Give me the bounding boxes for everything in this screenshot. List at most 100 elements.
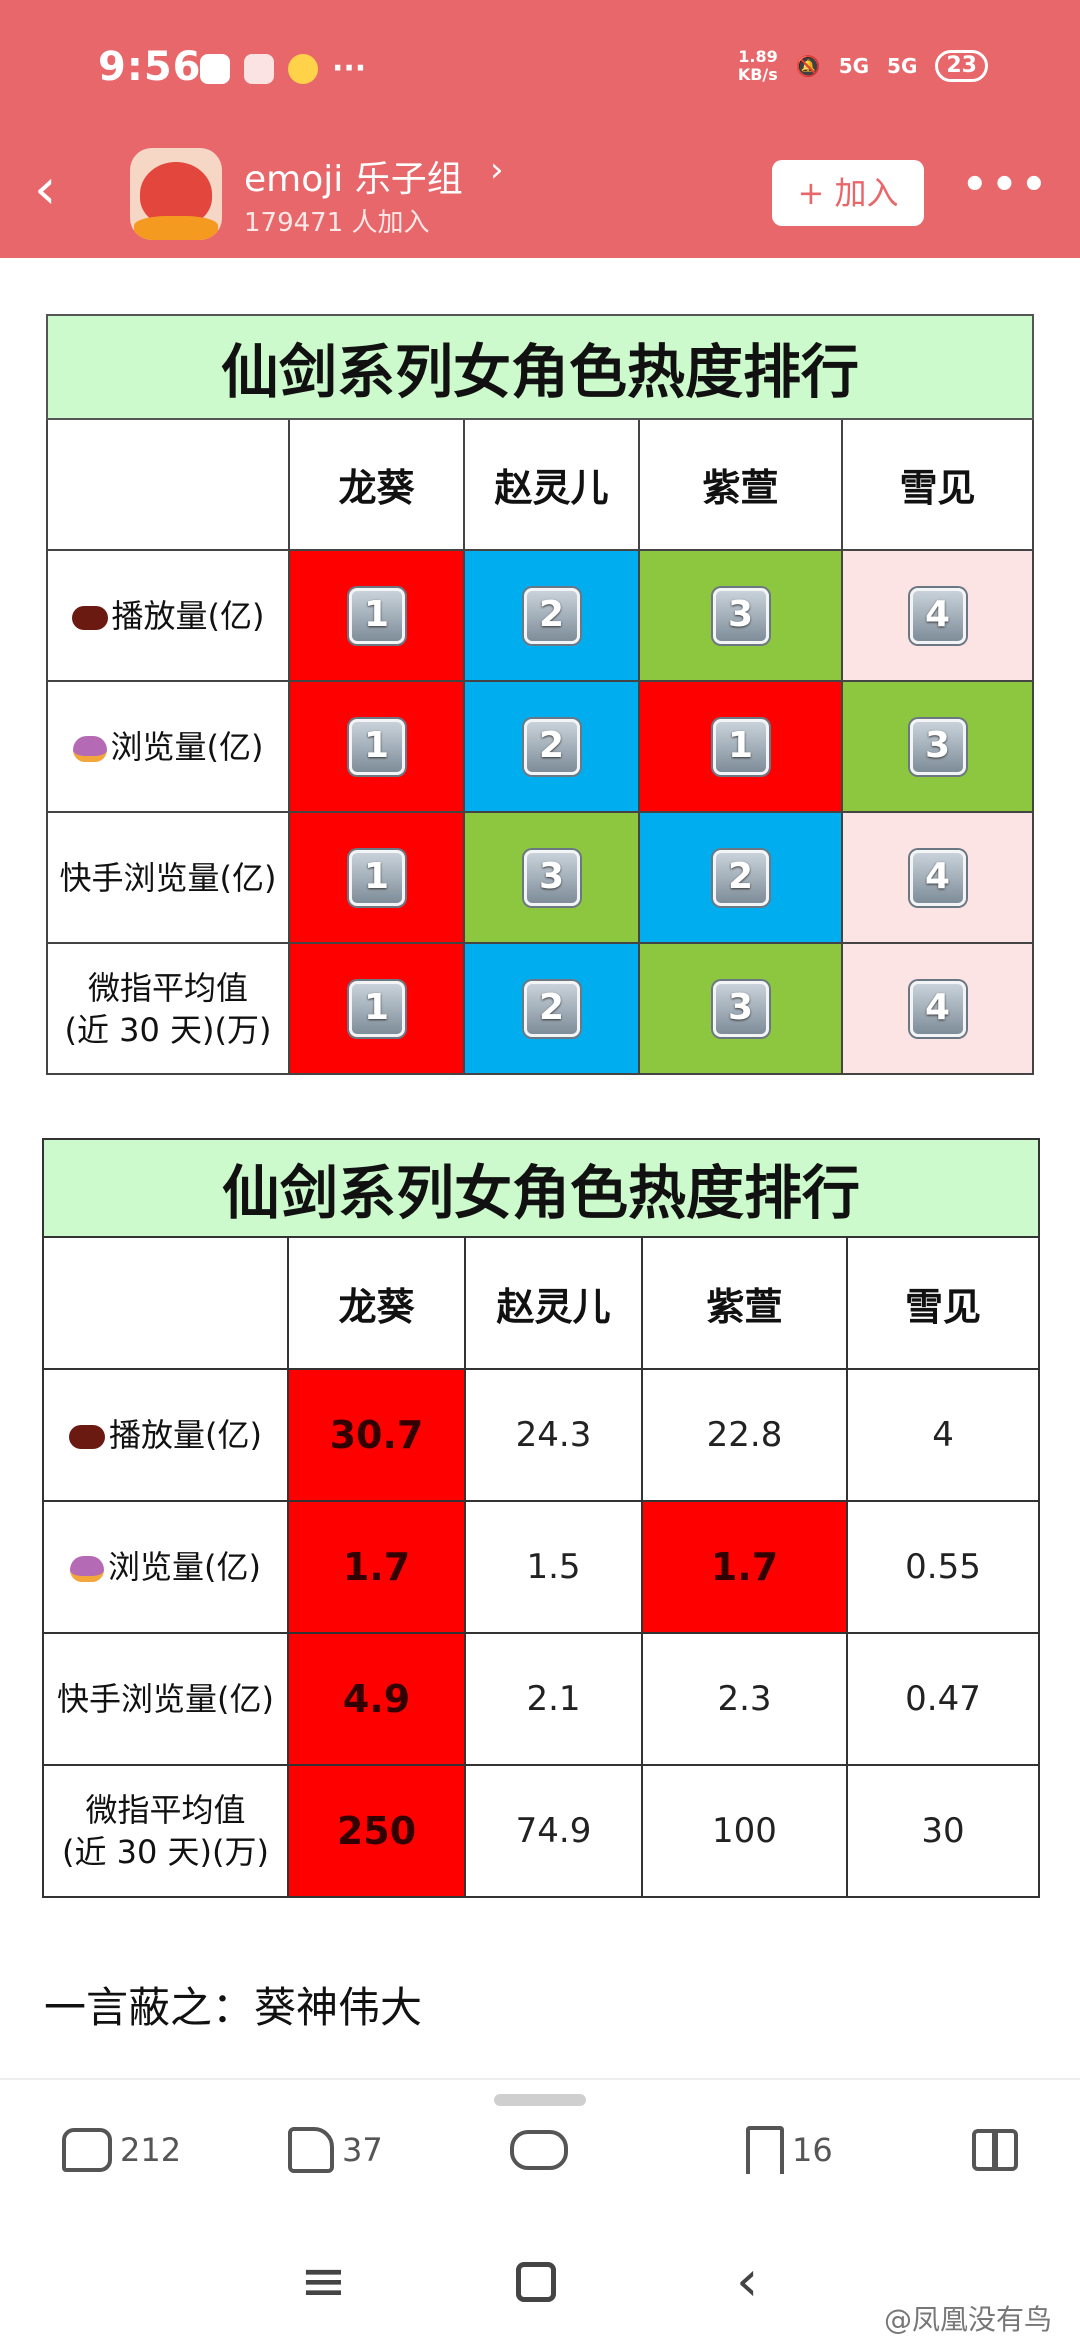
rank-cell: 4 [840, 811, 1035, 944]
sweet-potato-icon [70, 1556, 104, 1582]
row-label: 播放量(亿) [46, 549, 290, 682]
value-cell: 2.1 [464, 1632, 643, 1766]
drag-handle[interactable] [494, 2094, 586, 2106]
value-cell: 1.7 [287, 1500, 466, 1634]
money-icon [288, 54, 318, 84]
rank-cell: 1 [288, 549, 465, 682]
more-options-icon[interactable]: ••• [962, 162, 1051, 208]
value-cell: 4 [845, 1368, 1041, 1502]
repost-icon [510, 2130, 568, 2170]
group-member-count: 179471 人加入 [244, 208, 430, 238]
rank-cell: 3 [638, 549, 843, 682]
menu-icon[interactable]: ≡ [300, 2249, 347, 2314]
value-cell: 24.3 [464, 1368, 643, 1502]
table-row: 快手浏览量(亿) 1 3 2 4 [46, 811, 1035, 944]
mute-icon: 🔕 [795, 54, 821, 78]
table-row: 微指平均值 (近 30 天)(万) 1 2 3 4 [46, 942, 1035, 1075]
group-avatar[interactable] [130, 148, 222, 240]
value-cell: 100 [641, 1764, 848, 1898]
value-cell: 22.8 [641, 1368, 848, 1502]
bookmark-count: 16 [792, 2131, 833, 2169]
row-label: 快手浏览量(亿) [42, 1632, 289, 1766]
home-icon[interactable] [516, 2262, 556, 2302]
value-cell: 1.7 [641, 1500, 848, 1634]
chevron-right-icon[interactable]: › [490, 150, 504, 190]
rank-cell: 2 [463, 680, 640, 813]
join-button[interactable]: + 加入 [772, 160, 924, 226]
gift-button[interactable] [972, 2110, 1018, 2190]
row-label: 浏览量(亿) [42, 1500, 289, 1634]
row-label: 微指平均值 (近 30 天)(万) [46, 942, 290, 1075]
table-row: 微指平均值 (近 30 天)(万) 250 74.9 100 30 [42, 1764, 1041, 1898]
sweet-potato-icon [72, 735, 107, 762]
rank-cell: 2 [638, 811, 843, 944]
status-right: 1.89 KB/s 🔕 5G 5G 23 [728, 48, 988, 84]
more-notifications-icon: ··· [332, 51, 367, 86]
notification-icons: ··· [200, 54, 366, 84]
table-row: 快手浏览量(亿) 4.9 2.1 2.3 0.47 [42, 1632, 1041, 1766]
column-header: 紫萱 [638, 418, 843, 551]
comment-button[interactable]: 212 [62, 2110, 181, 2190]
ranking-table-emoji: 仙剑系列女角色热度排行 龙葵 赵灵儿 紫萱 雪见 播放量(亿) 1 2 3 4 … [45, 314, 1035, 1075]
post-conclusion-text: 一言蔽之：葵神伟大 [44, 1983, 423, 2032]
like-count: 37 [342, 2131, 383, 2169]
signal-5g-2-icon: 5G [887, 54, 918, 78]
value-cell: 74.9 [464, 1764, 643, 1898]
column-header: 龙葵 [288, 418, 465, 551]
bookmark-button[interactable]: 16 [746, 2110, 833, 2190]
repost-button[interactable] [510, 2110, 568, 2190]
rank-cell: 3 [840, 680, 1035, 813]
corner-cell [42, 1236, 289, 1370]
rank-cell: 2 [463, 549, 640, 682]
rank-cell: 1 [638, 680, 843, 813]
rank-cell: 4 [840, 549, 1035, 682]
rank-cell: 1 [288, 680, 465, 813]
column-header: 雪见 [840, 418, 1035, 551]
post-action-bar: 212 37 16 [0, 2110, 1080, 2190]
table-row: 播放量(亿) 1 2 3 4 [46, 549, 1035, 682]
bean-icon [69, 1425, 105, 1449]
value-cell: 250 [287, 1764, 466, 1898]
bookmark-icon [746, 2126, 784, 2174]
value-cell: 0.47 [845, 1632, 1041, 1766]
back-nav-icon[interactable]: ‹ [736, 2249, 759, 2314]
table-title: 仙剑系列女角色热度排行 [41, 1138, 1041, 1238]
net-speed: 1.89 KB/s [737, 47, 778, 84]
rank-cell: 4 [840, 942, 1035, 1075]
column-header: 赵灵儿 [464, 1236, 643, 1370]
comment-count: 212 [120, 2131, 182, 2169]
rank-cell: 2 [463, 942, 640, 1075]
table-row: 浏览量(亿) 1 2 1 3 [46, 680, 1035, 813]
column-header: 赵灵儿 [463, 418, 640, 551]
message-icon [200, 54, 230, 84]
value-cell: 0.55 [845, 1500, 1041, 1634]
column-header: 龙葵 [287, 1236, 466, 1370]
signal-5g-icon: 5G [838, 54, 870, 78]
rank-cell: 1 [288, 811, 465, 944]
value-cell: 4.9 [287, 1632, 466, 1766]
column-header: 紫萱 [641, 1236, 848, 1370]
value-cell: 30.7 [287, 1368, 466, 1502]
value-cell: 1.5 [464, 1500, 643, 1634]
bean-icon [71, 605, 108, 630]
rank-cell: 3 [463, 811, 640, 944]
row-label: 浏览量(亿) [46, 680, 290, 813]
battery-indicator: 23 [935, 50, 988, 82]
comment-icon [62, 2128, 112, 2172]
row-label: 快手浏览量(亿) [46, 811, 290, 944]
status-bar: 9:56 ··· 1.89 KB/s 🔕 5G 5G 23 [0, 40, 1080, 104]
column-header: 雪见 [845, 1236, 1041, 1370]
like-button[interactable]: 37 [288, 2110, 383, 2190]
avatar-character [140, 162, 212, 226]
corner-cell [46, 418, 290, 551]
back-chevron-icon[interactable]: ‹ [34, 157, 57, 222]
watermark: @凤凰没有鸟 [883, 2303, 1052, 2336]
thumbs-up-icon [288, 2127, 334, 2173]
avatar-flame [134, 216, 218, 240]
group-name[interactable]: emoji 乐子组 [244, 159, 463, 200]
weibo-icon [244, 54, 274, 84]
ranking-table-values: 仙剑系列女角色热度排行 龙葵 赵灵儿 紫萱 雪见 播放量(亿) 30.7 24.… [41, 1138, 1041, 1898]
value-cell: 2.3 [641, 1632, 848, 1766]
app-header: 9:56 ··· 1.89 KB/s 🔕 5G 5G 23 ‹ emoji 乐子组… [0, 0, 1080, 258]
status-time: 9:56 [98, 44, 202, 90]
